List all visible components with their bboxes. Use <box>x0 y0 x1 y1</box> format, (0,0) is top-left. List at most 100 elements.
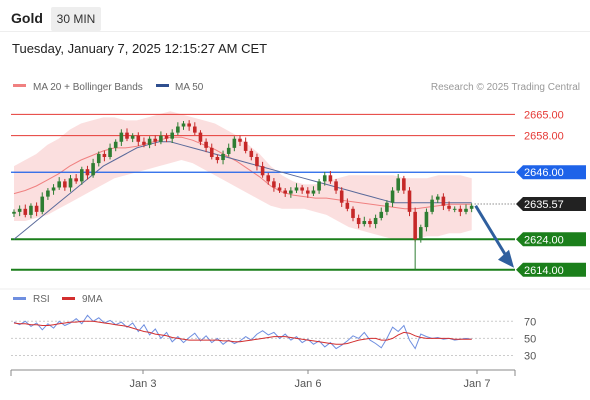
candle-body <box>209 147 214 157</box>
candle-body <box>334 181 338 191</box>
instrument-title: Gold <box>11 10 43 26</box>
forecast-arrow-head <box>498 249 514 268</box>
legend-swatch-ma20 <box>13 84 26 87</box>
candle-body <box>142 141 146 145</box>
candle-body <box>362 221 367 225</box>
candle-body <box>23 208 28 215</box>
candle-body <box>221 153 225 161</box>
candle-body <box>390 190 395 203</box>
candle-body <box>441 196 446 206</box>
bollinger-band-area <box>14 111 472 240</box>
candle-body <box>452 208 457 210</box>
candle-body <box>153 138 158 142</box>
legend-swatch-rsi-ma <box>62 297 75 300</box>
legend-label-ma50: MA 50 <box>175 82 204 93</box>
candle-body <box>339 190 344 203</box>
candle-body <box>289 190 293 194</box>
candle-body <box>102 153 107 157</box>
candle-body <box>147 138 152 145</box>
candle-body <box>63 181 67 188</box>
candle-body <box>447 205 451 209</box>
ma50-line <box>13 141 472 240</box>
time-label-2: Jan 7 <box>464 378 491 390</box>
price-axis: 2665.00 2658.00 2646.00 2624.00 2614.00 2635.… <box>474 109 586 277</box>
candle-body <box>266 175 271 182</box>
candle-body <box>170 132 174 139</box>
level-label-2658.00: 2658.00 <box>524 131 564 143</box>
time-label-1: Jan 6 <box>295 378 322 390</box>
rsi-ma-legend-label: 9MA <box>82 294 103 305</box>
candle-body <box>407 190 412 212</box>
candle-body <box>51 187 56 191</box>
candle-body <box>57 181 61 188</box>
candle-body <box>306 190 310 194</box>
candle-body <box>226 147 231 154</box>
forecast-arrow-shaft <box>474 204 508 257</box>
candle-body <box>119 132 124 142</box>
legend-swatch-ma50 <box>156 84 169 87</box>
watermark: Research © 2025 Trading Central <box>431 82 580 93</box>
candle-body <box>29 205 33 215</box>
candle-body <box>198 132 203 142</box>
candle-body <box>108 147 112 157</box>
candle-body <box>283 190 287 194</box>
candle-body <box>385 202 389 212</box>
candle-body <box>373 217 378 225</box>
legend: MA 20 + Bollinger Bands MA 50 Research © 2… <box>13 82 580 93</box>
candle-body <box>255 157 259 167</box>
level-label-2646.00: 2646.00 <box>524 167 564 179</box>
rsi-tick-30: 30 <box>524 350 536 362</box>
candle-body <box>17 208 22 212</box>
last-price-label: 2635.57 <box>524 199 564 211</box>
candle-body <box>322 175 327 182</box>
header-divider <box>0 31 590 32</box>
candle-body <box>193 126 197 133</box>
candle-body <box>243 141 248 151</box>
candle-body <box>159 135 163 142</box>
candle-body <box>277 187 282 191</box>
candle-body <box>328 175 333 182</box>
candle-body <box>458 208 463 212</box>
candle-body <box>136 135 141 142</box>
candle-body <box>379 211 384 218</box>
candle-body <box>130 135 135 139</box>
candle-body <box>232 138 237 148</box>
level-label-2665.00: 2665.00 <box>524 109 564 121</box>
rsi-legend-label: RSI <box>33 294 50 305</box>
candle-body <box>311 190 316 194</box>
candle-body <box>419 227 423 240</box>
candle-body <box>430 199 434 212</box>
candle-body <box>80 169 84 182</box>
level-label-2624.00: 2624.00 <box>524 234 564 246</box>
rsi-panel: RSI 9MA 70 50 30 <box>0 288 590 362</box>
time-axis: Jan 3 Jan 6 Jan 7 <box>10 369 516 390</box>
candle-body <box>238 138 242 142</box>
candle-body <box>294 187 299 191</box>
moving-averages <box>13 141 472 240</box>
candle-body <box>46 190 50 197</box>
timeframe-badge[interactable]: 30 MIN <box>51 7 101 31</box>
candle-body <box>113 141 118 148</box>
level-tag-2624.00 <box>516 232 586 247</box>
rsi-ma-line <box>13 320 472 345</box>
candle-body <box>469 205 474 209</box>
candle-body <box>260 166 265 176</box>
candle-body <box>464 208 468 212</box>
last-price-tag <box>516 197 586 212</box>
candle-body <box>345 202 350 209</box>
candle-body <box>85 169 90 176</box>
candle-body <box>164 135 169 139</box>
legend-label-ma20: MA 20 + Bollinger Bands <box>33 82 143 93</box>
candle-body <box>424 211 429 228</box>
candle-body <box>317 181 321 191</box>
candle-body <box>413 211 417 240</box>
candle-body <box>74 178 78 182</box>
candle-body <box>435 196 440 200</box>
candle-body <box>40 196 45 212</box>
rsi-tick-50: 50 <box>524 333 536 345</box>
candle-body <box>176 126 180 133</box>
candles <box>12 120 474 270</box>
rsi-line <box>13 314 472 350</box>
